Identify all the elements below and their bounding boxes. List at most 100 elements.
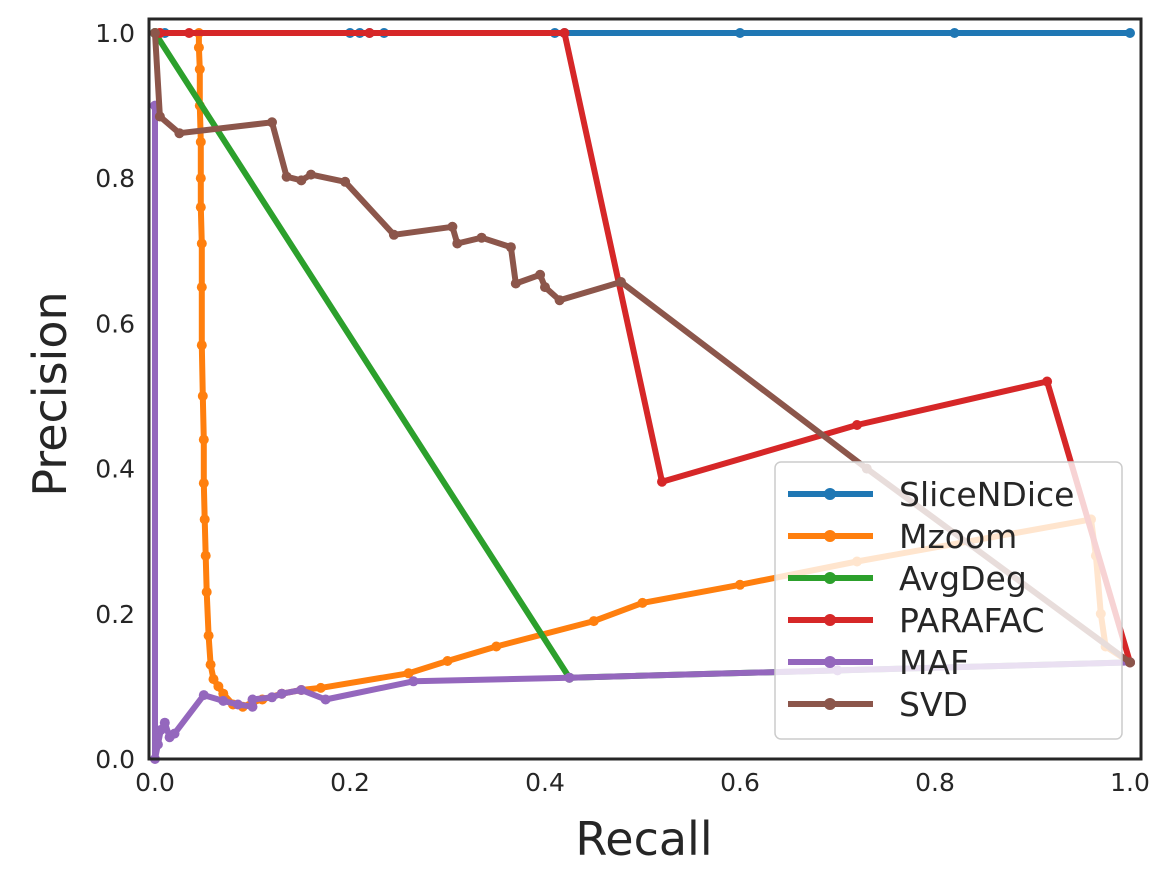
data-point-maf <box>247 694 258 705</box>
data-point-mzoom <box>735 579 745 590</box>
data-point-svd <box>616 277 626 287</box>
data-point-mzoom <box>315 682 326 693</box>
x-axis-label: Recall <box>575 812 712 866</box>
data-point-mzoom <box>198 434 209 445</box>
data-point-mzoom <box>491 641 502 652</box>
data-point-svd <box>340 176 351 187</box>
data-point-mzoom <box>196 340 207 351</box>
data-point-mzoom <box>197 391 208 401</box>
x-tick-labels: 0.0 0.2 0.4 0.6 0.8 1.0 <box>135 768 1150 797</box>
data-point-svd <box>505 242 516 253</box>
data-point-mzoom <box>196 282 207 293</box>
y-tick-label: 0.0 <box>95 745 135 774</box>
legend-swatch-marker <box>824 614 836 626</box>
legend-box <box>774 461 1123 740</box>
data-point-maf <box>152 739 163 750</box>
data-point-mzoom <box>637 597 648 608</box>
legend-item-svd: SVD <box>788 685 968 724</box>
data-point-svd <box>447 221 458 232</box>
y-axis-label: Precision <box>23 291 77 496</box>
x-tick-label: 1.0 <box>1110 768 1150 797</box>
data-point-svd <box>388 229 399 240</box>
data-point-parafac <box>852 420 862 430</box>
data-point-mzoom <box>403 668 414 679</box>
y-tick-label: 0.2 <box>95 600 135 629</box>
data-point-mzoom <box>203 630 214 641</box>
data-point-parafac <box>364 28 375 38</box>
data-point-svd <box>281 171 292 182</box>
data-point-maf <box>296 685 307 695</box>
data-point-svd <box>554 295 565 306</box>
data-point-svd <box>476 232 487 243</box>
legend-item-mzoom: Mzoom <box>788 517 1017 556</box>
x-tick-label: 0.8 <box>915 768 955 797</box>
data-point-svd <box>267 117 277 128</box>
y-tick-label: 0.4 <box>95 455 135 484</box>
legend-item-avgdeg: AvgDeg <box>788 559 1027 598</box>
data-point-mzoom <box>198 478 209 489</box>
x-tick-label: 0.4 <box>525 768 565 797</box>
data-point-svd <box>510 278 521 289</box>
data-point-mzoom <box>201 587 212 597</box>
data-point-mzoom <box>200 550 211 561</box>
data-point-maf <box>408 676 419 687</box>
data-point-svd <box>535 269 546 280</box>
y-tick-label: 1.0 <box>95 19 135 48</box>
data-point-mzoom <box>199 514 210 525</box>
legend-item-maf: MAF <box>788 643 969 682</box>
data-point-mzoom <box>442 656 453 666</box>
data-point-mzoom <box>205 659 216 670</box>
data-point-svd <box>154 111 165 122</box>
legend-swatch-marker <box>824 572 836 584</box>
legend-label: AvgDeg <box>899 559 1027 598</box>
data-point-svd <box>452 238 463 249</box>
data-point-svd <box>296 175 307 186</box>
data-point-maf <box>267 692 277 703</box>
data-point-mzoom <box>588 616 599 627</box>
data-point-maf <box>247 701 258 712</box>
data-point-maf <box>169 728 180 739</box>
data-point-maf <box>159 717 170 728</box>
data-point-mzoom <box>195 202 206 213</box>
data-point-maf <box>276 688 287 699</box>
legend-item-slicendice: SliceNDice <box>788 475 1074 514</box>
legend-swatch-marker <box>824 530 836 542</box>
series-line-parafac <box>156 30 1133 666</box>
data-point-mzoom <box>218 688 229 699</box>
legend-label: PARAFAC <box>899 601 1045 640</box>
legend-label: SVD <box>899 685 968 724</box>
legend-swatch-marker <box>824 698 836 710</box>
data-point-maf <box>198 690 209 701</box>
legend-label: MAF <box>899 643 969 682</box>
data-point-mzoom <box>196 238 207 249</box>
data-point-mzoom <box>208 674 219 685</box>
data-point-svd <box>174 128 185 139</box>
data-point-maf <box>232 699 243 710</box>
data-point-slicendice <box>1125 28 1135 38</box>
x-tick-label: 0.6 <box>720 768 760 797</box>
y-tick-labels: 0.0 0.2 0.4 0.6 0.8 1.0 <box>95 19 135 774</box>
data-point-maf <box>155 725 166 735</box>
legend-item-parafac: PARAFAC <box>788 601 1045 640</box>
y-tick-label: 0.8 <box>95 164 135 193</box>
data-point-svd <box>1125 657 1135 668</box>
data-point-maf <box>218 695 229 706</box>
data-point-mzoom <box>194 64 205 75</box>
data-point-slicendice <box>949 28 960 38</box>
x-tick-label: 0.0 <box>135 768 175 797</box>
plot-frame <box>147 17 1143 761</box>
data-point-parafac <box>559 28 570 38</box>
data-point-mzoom <box>213 681 224 692</box>
data-point-slicendice <box>735 28 745 38</box>
data-point-svd <box>150 28 160 38</box>
legend-swatch-marker <box>824 656 836 668</box>
data-point-parafac <box>1042 376 1053 387</box>
data-point-mzoom <box>195 136 206 147</box>
data-point-maf <box>564 672 575 683</box>
data-point-maf <box>320 694 331 705</box>
data-point-svd <box>306 169 316 180</box>
legend-label: SliceNDice <box>899 475 1074 514</box>
data-point-mzoom <box>195 173 206 184</box>
legend-label: Mzoom <box>899 517 1017 556</box>
